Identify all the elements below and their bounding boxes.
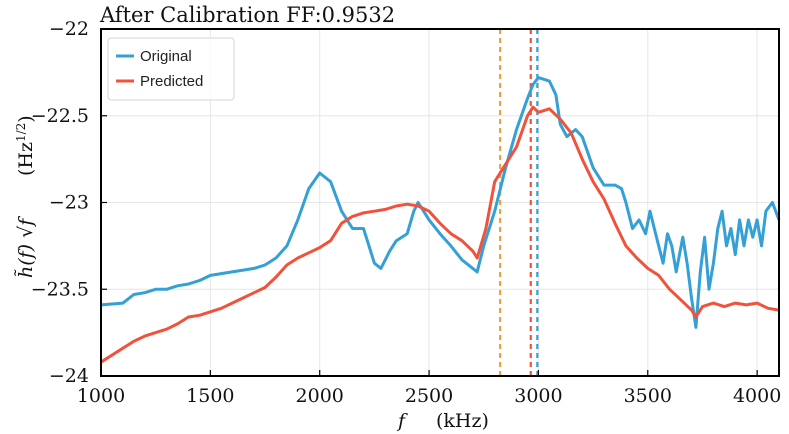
chart-title: After Calibration FF:0.9532 [99,3,395,27]
y-axis-unit-base: (Hz [15,142,37,176]
series-group [100,76,781,364]
legend: Original Predicted [107,37,235,101]
ticks: 1000 1500 2000 2500 3000 3500 4000 −24 −23.5 −23 −… [31,18,782,407]
y-tick-label: −22.5 [31,105,89,127]
legend-box [107,37,235,101]
x-tick-label: 2500 [405,385,453,407]
y-tick-label: −23 [49,192,89,214]
x-tick-label: 3500 [624,385,672,407]
plot-frame [100,28,780,377]
x-axis-unit: (kHz) [436,410,489,432]
y-axis-unit-exp: 1/2 [14,123,28,142]
x-tick-label: 2000 [296,385,344,407]
x-tick-label: 4000 [733,385,781,407]
y-axis-unit: (Hz1/2) [14,115,37,176]
x-tick-label: 1000 [77,385,125,407]
series-line-predicted [100,105,780,364]
x-axis-label: f [396,410,408,432]
legend-label-predicted: Predicted [140,73,203,90]
x-tick-label: 1500 [186,385,234,407]
x-tick-label: 3000 [514,385,562,407]
series-line-original [100,76,781,329]
y-axis-label: h̃(f) √f [14,216,37,278]
y-tick-label: −22 [49,18,89,40]
y-tick-label: −24 [49,365,89,387]
legend-label-original: Original [140,48,192,65]
y-axis-unit-close: ) [15,115,37,122]
y-tick-label: −23.5 [31,278,89,300]
